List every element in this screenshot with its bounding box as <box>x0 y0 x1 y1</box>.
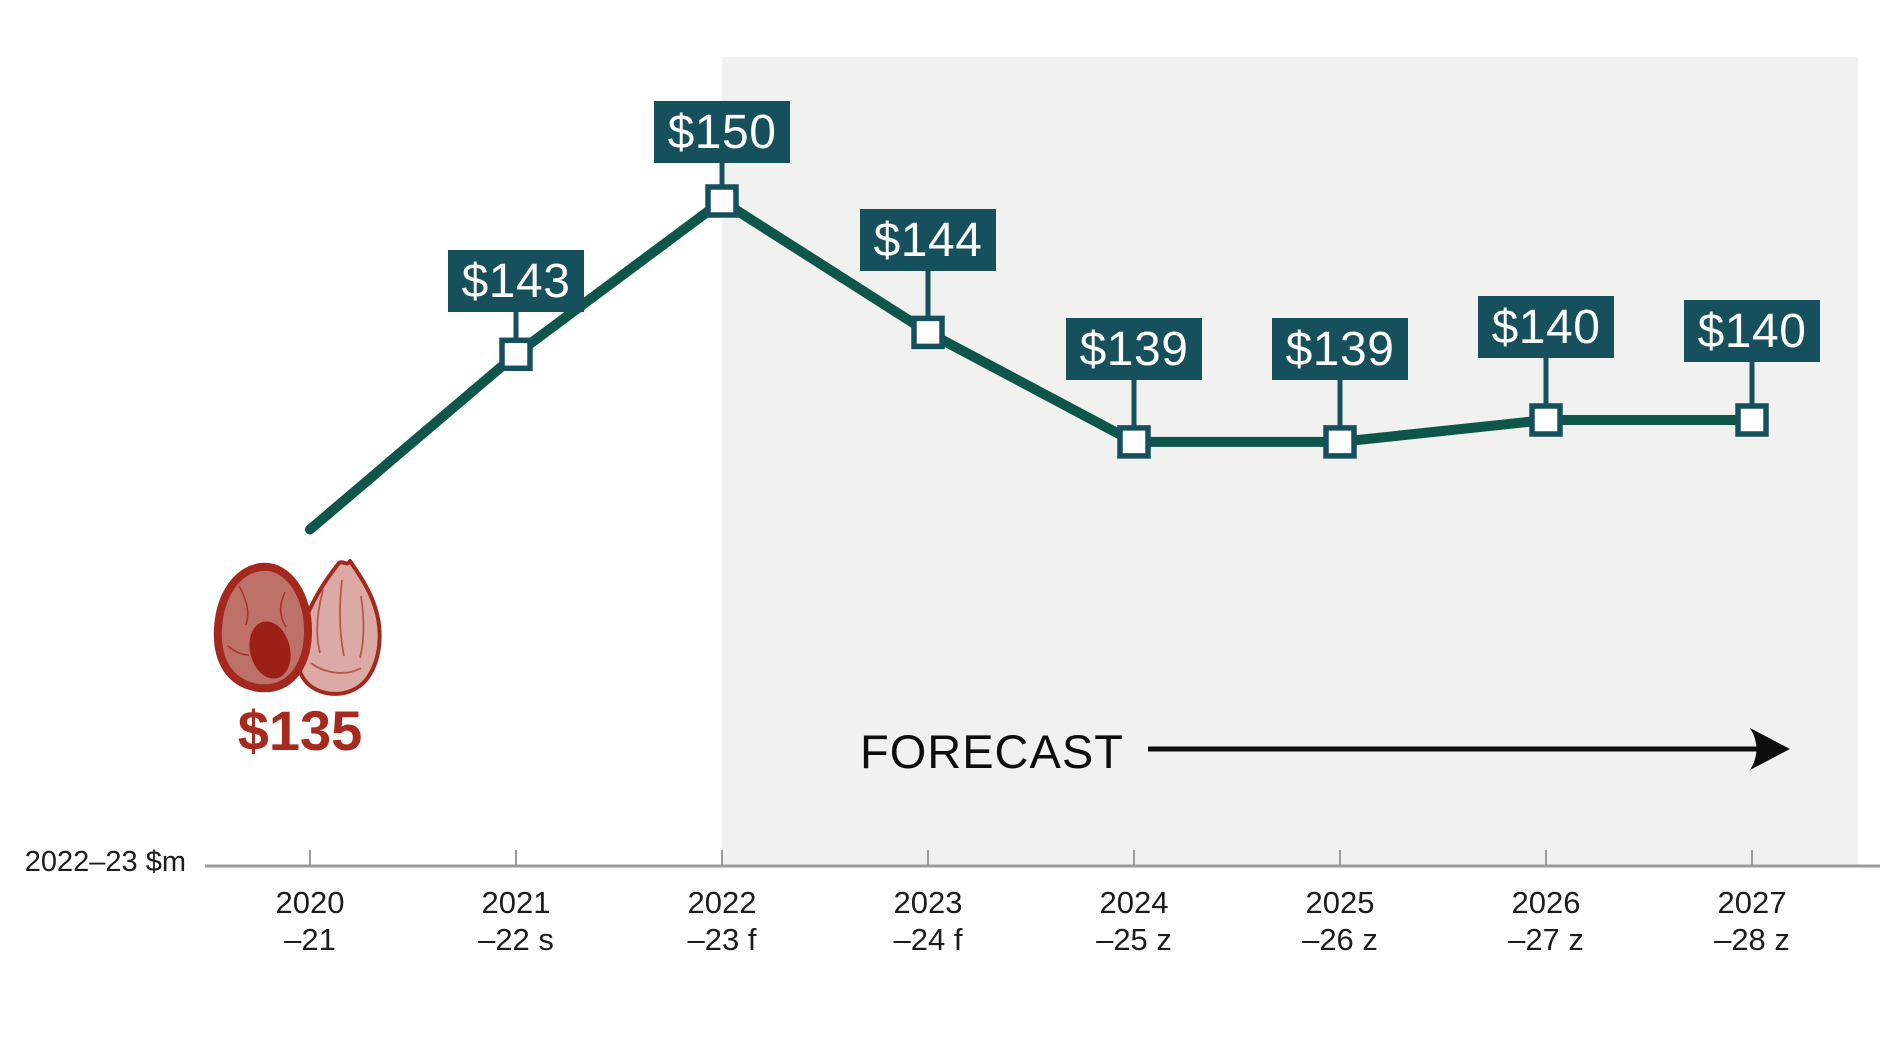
data-point-marker <box>705 184 739 218</box>
forecast-arrow-head <box>1750 728 1790 770</box>
chart-line <box>305 196 1757 535</box>
data-point-marker <box>1735 403 1769 437</box>
forecast-region <box>722 57 1858 866</box>
data-point-marker <box>1323 425 1357 459</box>
data-point-marker <box>1529 403 1563 437</box>
data-point-marker <box>499 337 533 372</box>
fruit-kernels-icon <box>213 559 382 696</box>
forecast-label: FORECAST <box>860 725 1124 778</box>
data-point-marker <box>1117 425 1151 459</box>
kernel-right-creases <box>310 579 365 674</box>
axis-unit-label: 2022–23 $m <box>24 846 186 878</box>
data-point-marker <box>911 315 945 350</box>
kernel-left-veins <box>227 585 287 656</box>
kernel-pit <box>249 621 291 679</box>
